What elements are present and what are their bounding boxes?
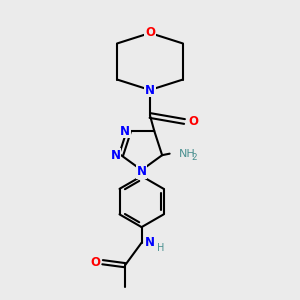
- Text: O: O: [90, 256, 100, 269]
- Text: N: N: [145, 236, 155, 249]
- Text: H: H: [157, 243, 164, 253]
- Text: O: O: [145, 26, 155, 40]
- Text: 2: 2: [191, 153, 197, 162]
- Text: N: N: [136, 165, 147, 178]
- Text: O: O: [188, 115, 198, 128]
- Text: N: N: [111, 149, 121, 162]
- Text: N: N: [145, 83, 155, 97]
- Text: NH: NH: [178, 149, 195, 159]
- Text: N: N: [120, 124, 130, 137]
